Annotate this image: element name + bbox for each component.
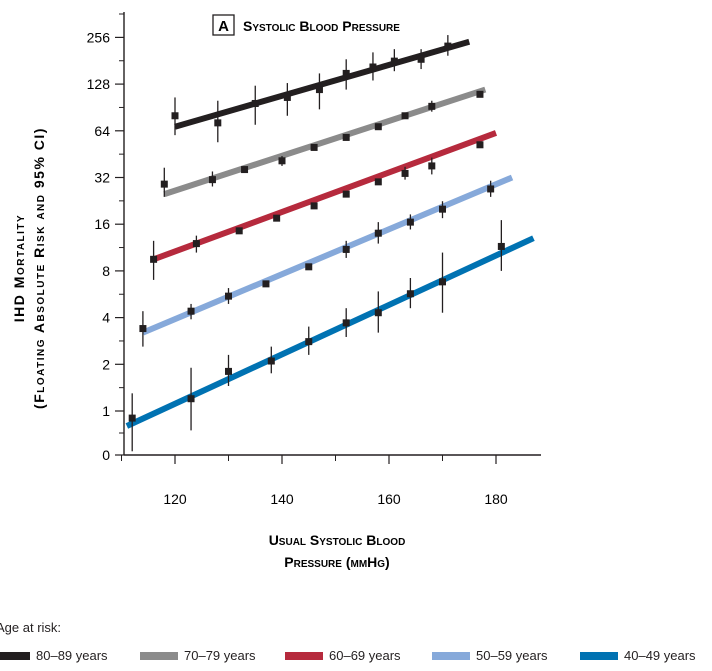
- data-point-60-69-years: [401, 169, 409, 177]
- legend-label: 70–79 years: [184, 648, 256, 663]
- data-point-50-59-years: [439, 205, 446, 213]
- y-tick-label: 1: [102, 403, 110, 419]
- legend-item-50-59-years: 50–59 years: [432, 648, 548, 663]
- data-point-40-49-years: [439, 278, 446, 286]
- fit-line-60-69-years: [152, 130, 498, 263]
- x-axis-label-line1: Usual Systolic Blood: [269, 532, 406, 548]
- fit-line-40-49-years: [125, 235, 535, 429]
- fit-line-50-59-years: [141, 174, 514, 336]
- data-point-50-59-years: [374, 229, 382, 237]
- ihd-mortality-chart: 0 1 2 4 8 16 32 64 128 256 120 140 160 180 A Systolic…: [11, 12, 541, 570]
- data-point-60-69-years: [476, 141, 484, 149]
- x-tick-label: 120: [163, 491, 187, 507]
- y-axis-label-line2: (Floating Absolute Risk and 95% CI): [31, 127, 47, 409]
- data-point-70-79-years: [310, 143, 318, 151]
- data-point-50-59-years: [139, 325, 147, 333]
- data-point-70-79-years: [208, 176, 216, 184]
- data-point-70-79-years: [241, 166, 249, 174]
- data-point-60-69-years: [428, 162, 436, 170]
- fit-lines: [125, 38, 535, 429]
- x-axis-label-line2: Pressure (mmHg): [284, 554, 389, 570]
- legend-label: 60–69 years: [329, 648, 401, 663]
- legend-swatch: [432, 651, 470, 660]
- legend-swatch: [580, 651, 618, 660]
- data-point-50-59-years: [262, 280, 270, 288]
- data-point-40-49-years: [128, 414, 136, 422]
- y-tick-label: 2: [102, 356, 110, 372]
- data-point-40-49-years: [342, 319, 350, 327]
- data-point-70-79-years: [428, 102, 436, 110]
- data-point-70-79-years: [342, 133, 350, 141]
- data-point-40-49-years: [225, 367, 232, 375]
- y-axis-label: IHD Mortality (Floating Absolute Risk an…: [11, 127, 47, 409]
- chart-title: A Systolic Blood Pressure: [212, 14, 400, 36]
- y-tick-label: 256: [87, 29, 111, 45]
- data-point-50-59-years: [406, 218, 414, 226]
- data-point-80-89-years: [214, 119, 222, 127]
- data-point-50-59-years: [225, 292, 232, 300]
- data-points: [128, 35, 505, 452]
- data-point-80-89-years: [369, 63, 377, 71]
- y-tick-label: 8: [102, 263, 110, 279]
- data-point-60-69-years: [192, 240, 200, 248]
- data-point-60-69-years: [235, 227, 243, 235]
- data-point-80-89-years: [251, 99, 259, 107]
- y-axis-label-line1: IHD Mortality: [11, 214, 27, 322]
- data-point-50-59-years: [187, 307, 195, 315]
- legend-swatch: [0, 651, 30, 660]
- data-point-60-69-years: [374, 178, 382, 186]
- y-tick-label: 16: [94, 216, 110, 232]
- data-point-60-69-years: [342, 190, 350, 198]
- legend-swatch: [285, 651, 323, 660]
- panel-letter-box: [212, 14, 235, 36]
- data-point-80-89-years: [315, 86, 323, 94]
- panel-letter: A: [218, 18, 229, 35]
- legend-item-40-49-years: 40–49 years: [580, 648, 696, 663]
- legend-swatch: [140, 651, 178, 660]
- y-tick-label: 64: [94, 123, 110, 139]
- legend-label: 50–59 years: [476, 648, 548, 663]
- y-tick-label: 0: [102, 447, 110, 463]
- data-point-80-89-years: [171, 112, 179, 120]
- legend-label: 40–49 years: [624, 648, 696, 663]
- legend-item-70-79-years: 70–79 years: [140, 648, 256, 663]
- data-point-70-79-years: [476, 90, 484, 98]
- data-point-50-59-years: [487, 185, 495, 193]
- data-point-50-59-years: [342, 245, 350, 253]
- data-point-70-79-years: [160, 180, 168, 188]
- data-point-80-89-years: [444, 42, 452, 50]
- data-point-40-49-years: [374, 309, 382, 317]
- y-tick-label: 32: [94, 170, 110, 186]
- data-point-80-89-years: [342, 69, 350, 77]
- data-point-40-49-years: [497, 242, 505, 250]
- x-tick-label: 180: [484, 491, 508, 507]
- data-point-70-79-years: [278, 157, 286, 165]
- y-tick-label: 4: [102, 310, 110, 326]
- x-tick-label: 140: [270, 491, 294, 507]
- data-point-60-69-years: [150, 255, 158, 263]
- data-point-80-89-years: [417, 55, 425, 63]
- data-point-50-59-years: [305, 263, 313, 271]
- x-axis-label: Usual Systolic Blood Pressure (mmHg): [269, 532, 406, 570]
- data-point-60-69-years: [273, 214, 281, 222]
- legend-title: Age at risk:: [0, 620, 62, 635]
- y-tick-label: 128: [87, 76, 111, 92]
- legend-label: 80–89 years: [36, 648, 108, 663]
- data-point-40-49-years: [187, 395, 195, 403]
- chart-title-text: Systolic Blood Pressure: [243, 18, 400, 34]
- data-point-40-49-years: [267, 357, 275, 365]
- data-point-80-89-years: [390, 57, 398, 65]
- axes: 0 1 2 4 8 16 32 64 128 256 120 140 160 180: [87, 12, 541, 507]
- data-point-60-69-years: [310, 202, 318, 210]
- data-point-70-79-years: [401, 112, 409, 120]
- legend-item-80-89-years: 80–89 years: [0, 648, 108, 663]
- fit-line-80-89-years: [174, 38, 471, 130]
- legend-item-60-69-years: 60–69 years: [285, 648, 401, 663]
- data-point-40-49-years: [305, 338, 313, 346]
- data-point-40-49-years: [406, 290, 414, 298]
- data-point-70-79-years: [374, 123, 382, 131]
- x-tick-label: 160: [377, 491, 401, 507]
- data-point-80-89-years: [283, 93, 291, 101]
